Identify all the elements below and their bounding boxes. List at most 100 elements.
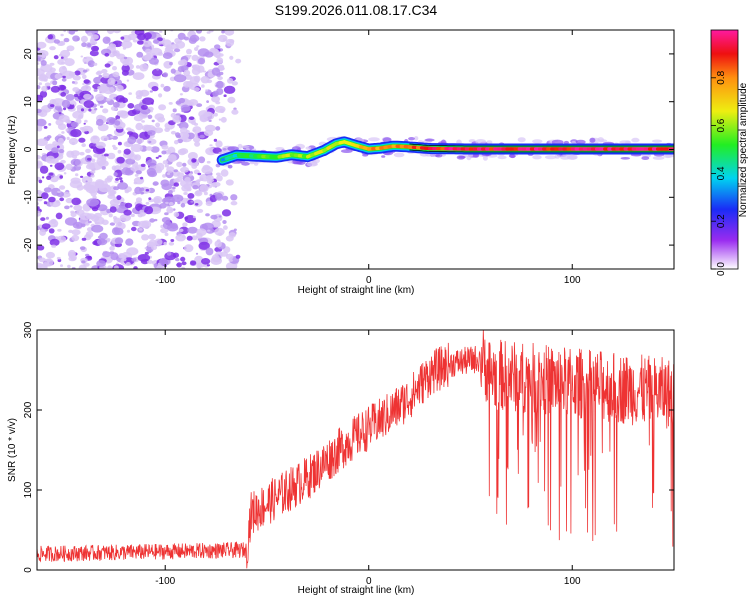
noise-speckle [130,143,143,153]
noise-speckle [154,238,163,246]
ridge-haze [249,161,255,165]
noise-speckle [184,244,194,253]
noise-speckle [72,221,83,229]
noise-speckle [40,217,46,222]
noise-speckle [186,235,193,241]
noise-speckle [183,138,187,142]
noise-speckle [38,257,46,263]
noise-speckle [170,130,177,135]
noise-speckle [137,254,151,262]
noise-speckle [220,169,229,177]
noise-speckle [201,258,211,265]
noise-speckle [196,103,203,107]
noise-speckle [206,100,210,103]
noise-speckle [160,227,169,234]
noise-speckle [198,241,210,250]
noise-speckle [60,56,64,59]
noise-speckle [79,151,85,156]
noise-speckle [135,95,142,100]
noise-speckle [88,142,98,149]
noise-speckle [100,155,107,162]
noise-speckle [148,140,152,144]
noise-speckle [139,209,145,214]
noise-speckle [52,80,58,86]
noise-speckle [208,119,212,122]
spectrogram-plot-area [37,30,674,269]
noise-speckle [107,265,113,269]
noise-speckle [96,238,108,246]
noise-speckle [62,75,66,79]
noise-speckle [118,177,123,181]
noise-speckle [194,255,204,265]
noise-speckle [227,77,234,84]
noise-speckle [164,164,169,168]
noise-speckle [70,177,81,184]
noise-speckle [122,60,129,66]
noise-speckle [110,135,114,139]
noise-speckle [130,213,135,218]
noise-speckle [175,100,182,105]
noise-speckle [59,197,65,202]
noise-speckle [206,160,211,164]
noise-speckle [145,146,153,151]
noise-speckle [126,229,131,233]
noise-speckle [37,262,43,269]
noise-speckle [144,48,152,55]
noise-speckle [37,210,41,217]
noise-speckle [179,148,189,155]
noise-speckle [152,39,160,44]
x-tick-label: 0 [366,576,372,587]
noise-speckle [45,155,55,164]
spectrogram-y-label: Frequency (Hz) [7,116,18,185]
noise-speckle [60,264,63,267]
noise-speckle [72,110,84,119]
noise-speckle [180,59,188,67]
noise-speckle [187,101,194,106]
noise-speckle [73,93,79,98]
noise-speckle [218,118,222,121]
ridge-edge-lower [409,149,674,153]
noise-speckle [67,120,72,124]
noise-speckle [201,84,205,88]
noise-speckle [58,115,70,122]
noise-speckle [125,238,134,246]
noise-speckle [141,234,150,241]
y-tick-label: 10 [23,96,34,108]
noise-speckle [148,233,157,240]
noise-speckle [57,59,64,65]
noise-speckle [37,108,42,113]
noise-speckle [112,146,118,150]
noise-speckle [52,98,65,107]
ridge-haze [589,137,596,143]
noise-speckle [48,172,54,176]
ridge-edge-upper [409,143,674,147]
noise-speckle [72,87,80,92]
noise-speckle [164,232,169,237]
noise-speckle [162,52,173,59]
noise-speckle [93,153,99,158]
noise-speckle [102,86,115,95]
noise-speckle [109,43,117,50]
noise-speckle [218,215,222,218]
noise-speckle [155,156,159,159]
noise-speckle [170,68,176,74]
noise-speckle [59,185,66,190]
noise-speckle [175,132,181,137]
noise-speckle [38,82,42,86]
noise-speckle [54,73,62,80]
noise-speckle [63,172,67,175]
noise-speckle [37,125,43,132]
noise-speckle [102,36,111,44]
noise-speckle [136,51,144,58]
noise-speckle [196,65,205,73]
noise-speckle [94,107,98,111]
noise-speckle [109,190,117,195]
noise-speckle [155,162,165,171]
noise-speckle [166,172,171,176]
noise-speckle [128,92,132,95]
noise-speckle [83,183,93,191]
noise-speckle [173,211,180,218]
noise-speckle [117,182,128,190]
noise-speckle [79,127,85,131]
noise-speckle [82,69,88,73]
